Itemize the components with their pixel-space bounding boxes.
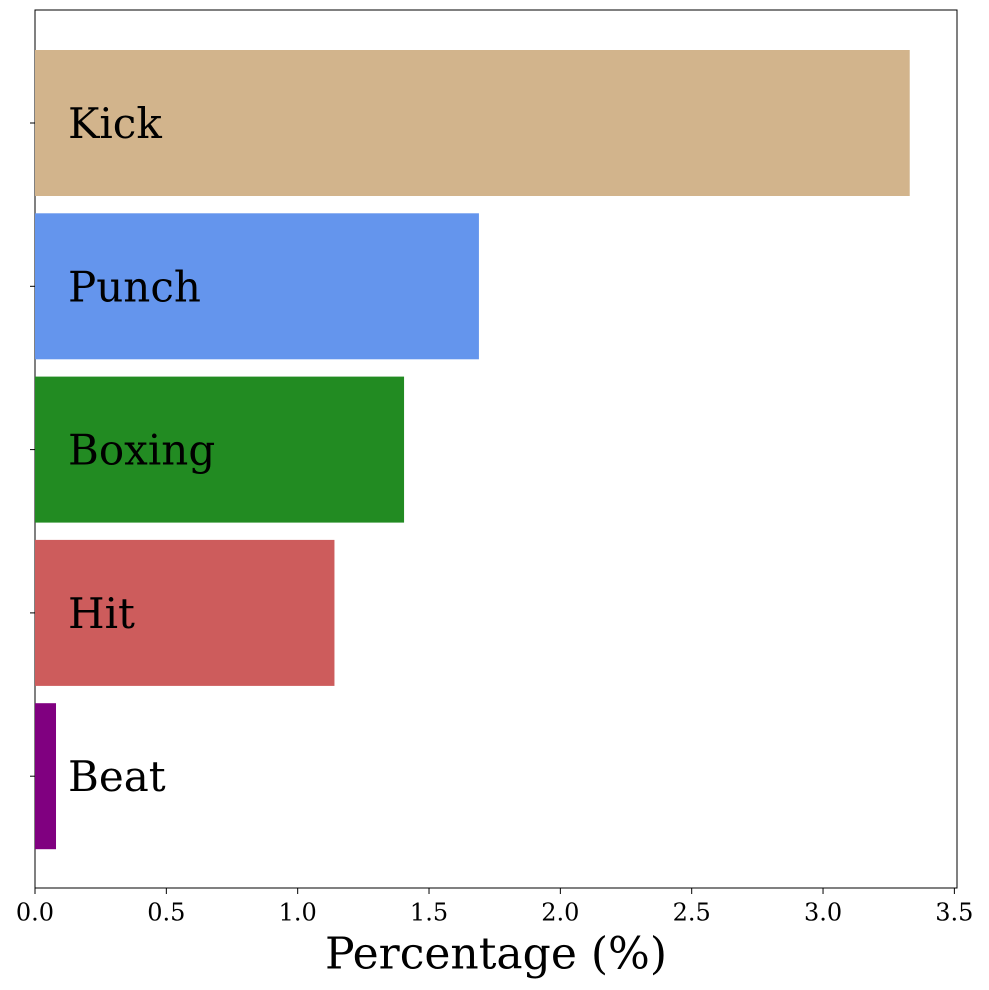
x-tick-label: 0.5 — [147, 899, 185, 927]
x-tick-label: 2.0 — [541, 899, 579, 927]
x-tick-label: 2.5 — [673, 899, 711, 927]
bar-label: Kick — [68, 99, 162, 148]
x-tick-label: 3.0 — [804, 899, 842, 927]
bar-label: Boxing — [68, 426, 215, 475]
x-tick-label: 3.5 — [935, 899, 973, 927]
x-tick-label: 0.0 — [16, 899, 54, 927]
bar — [35, 376, 405, 523]
bar-label: Hit — [68, 589, 135, 638]
x-tick-label: 1.0 — [279, 899, 317, 927]
bar — [35, 539, 335, 686]
bar — [35, 50, 910, 196]
bar — [35, 703, 57, 850]
bar — [35, 213, 479, 360]
x-tick-label: 1.5 — [410, 899, 448, 927]
bar-label: Beat — [68, 752, 166, 801]
bar-label: Punch — [68, 262, 201, 311]
x-axis-label: Percentage (%) — [325, 929, 667, 980]
